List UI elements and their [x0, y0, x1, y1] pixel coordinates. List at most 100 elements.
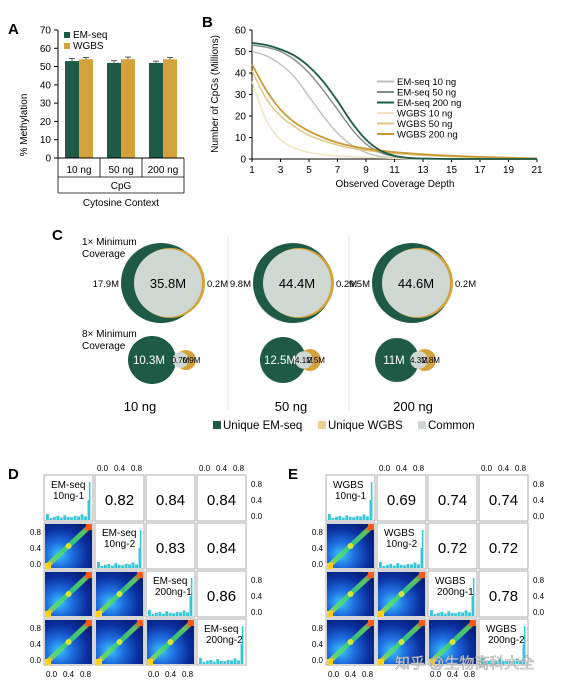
x-tick-label: 5: [306, 165, 312, 176]
histogram-bar: [382, 566, 386, 568]
bar: [163, 59, 177, 158]
bottom-tick-label: 0.0: [328, 670, 340, 679]
histogram-bar: [501, 660, 505, 664]
venn-circle-em-seq: [375, 338, 419, 382]
panel-c-row2-label-b: Coverage: [82, 341, 126, 352]
correlation-value: 0.84: [207, 540, 236, 557]
sample-label: 200ng-1: [155, 587, 192, 598]
panel-b-line-chart: Number of CpGs (Millions) 0 10 20 30 40 50 60 1…: [210, 26, 543, 191]
legend-label: EM-seq 200 ng: [397, 98, 461, 109]
series-line: [251, 70, 538, 160]
legend-label: EM-seq 50 ng: [397, 88, 456, 99]
density-corner-high: [86, 572, 92, 578]
panel-c-venn: 1× Minimum Coverage 8× Minimum Coverage …: [82, 236, 476, 432]
left-tick-label: 0.8: [312, 528, 324, 537]
left-tick-label: 0.0: [30, 560, 42, 569]
venn-common-area: [382, 249, 450, 317]
y-tick-label: 70: [40, 26, 52, 37]
histogram-bar: [396, 563, 400, 568]
histogram-bar: [487, 660, 491, 664]
histogram-bar: [491, 660, 495, 664]
histogram-bar: [46, 514, 49, 520]
top-tick-label: 0.8: [413, 464, 425, 473]
category-label: 50 ng: [108, 165, 133, 176]
venn-circle-em-seq: [128, 336, 176, 384]
category-label: 10 ng: [66, 165, 91, 176]
panel-c-row1-label-b: Coverage: [82, 249, 126, 260]
venn-common-area: [134, 249, 202, 317]
histogram-bar: [165, 611, 169, 616]
histogram-bar: [413, 562, 417, 568]
venn-label: 0.2M: [336, 279, 357, 290]
histogram-bar: [189, 578, 193, 616]
series-line: [251, 63, 538, 160]
histogram-bar: [348, 516, 352, 520]
histogram-bar: [230, 660, 234, 664]
density-center: [449, 639, 456, 645]
top-tick-label: 0.8: [131, 464, 143, 473]
y-tick-label: 30: [235, 90, 247, 101]
histogram-bar: [345, 515, 349, 520]
histogram-bar: [461, 612, 465, 616]
sample-label: 200ng-2: [206, 635, 243, 646]
sample-label-bg: [150, 574, 191, 596]
panel-c-row2-label-a: 8× Minimum: [82, 329, 137, 340]
left-tick-label: 0.0: [30, 656, 42, 665]
top-tick-label: 0.8: [515, 464, 527, 473]
histogram-bar: [172, 613, 176, 616]
x-tick-label: 15: [446, 165, 458, 176]
density-center: [116, 639, 123, 645]
left-tick-label: 0.4: [312, 640, 324, 649]
histogram-bar: [131, 562, 135, 568]
density-center: [65, 591, 72, 597]
right-tick-label: 0.4: [251, 496, 263, 505]
density-center: [347, 591, 354, 597]
histogram-bar: [219, 660, 223, 664]
correlation-value: 0.86: [207, 588, 236, 605]
x-tick-label: 11: [389, 165, 400, 176]
density-corner-low: [45, 611, 51, 617]
left-tick-label: 0.4: [312, 544, 324, 553]
bar: [65, 61, 79, 159]
panel-label-d: D: [8, 466, 19, 483]
histogram-bar: [328, 514, 331, 520]
histogram-bar: [420, 530, 424, 568]
histogram-bar: [484, 662, 488, 664]
legend-label: EM-seq 10 ng: [397, 77, 456, 88]
correlation-value: 0.78: [489, 588, 518, 605]
right-tick-label: 0.0: [251, 608, 263, 617]
left-tick-label: 0.8: [312, 624, 324, 633]
pair-cell: [145, 474, 196, 522]
histogram-bar: [205, 660, 209, 664]
pair-cell: [478, 522, 529, 570]
venn-label: 0.9M: [183, 356, 201, 365]
density-center: [398, 591, 405, 597]
histogram-bar: [114, 563, 118, 568]
density-corner-low: [45, 659, 51, 665]
panel-a-categories: 10 ng 50 ng 200 ng: [57, 158, 185, 193]
top-tick-label: 0.4: [498, 464, 510, 473]
histogram-bar: [70, 517, 74, 520]
y-tick-label: 50: [40, 62, 52, 73]
left-tick-label: 0.0: [312, 656, 324, 665]
y-tick-label: 60: [235, 26, 247, 37]
legend-label: Common: [428, 420, 475, 432]
venn-common-area: [295, 351, 313, 369]
sample-label: 10ng-1: [335, 491, 367, 502]
panel-a-legend: EM-seq WGBS: [64, 30, 107, 52]
histogram-bar: [464, 610, 468, 616]
y-tick-label: 0: [240, 155, 246, 166]
x-tick-label: 17: [474, 165, 486, 176]
histogram-bar: [49, 518, 53, 520]
panel-c-row1-label-a: 1× Minimum: [82, 237, 137, 248]
histogram-bar: [135, 564, 138, 568]
legend-label: Unique WGBS: [328, 420, 403, 432]
sample-label: WGBS: [384, 528, 415, 539]
density-corner-low: [327, 659, 333, 665]
correlation-value: 0.83: [156, 540, 185, 557]
right-tick-label: 0.4: [533, 496, 545, 505]
histogram-bar: [80, 514, 84, 520]
pair-cell: [427, 474, 478, 522]
